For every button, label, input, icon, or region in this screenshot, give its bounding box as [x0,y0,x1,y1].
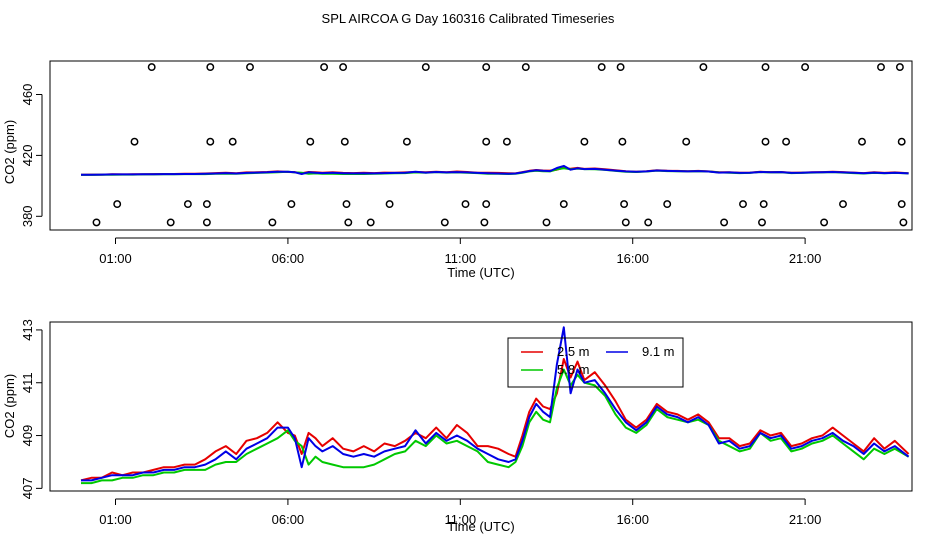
top-flag-point [758,218,766,227]
top-series-9-1m-line [81,164,909,176]
top-flag-point [720,218,729,227]
bottom-series-5-8m-line [81,368,910,485]
top-flag-point [739,200,747,209]
top-flag-point [521,63,530,72]
top-flag-point [759,200,768,209]
bottom-plot-frame [49,321,913,492]
top-x-tick-label: 06:00 [272,251,305,266]
bottom-y-axis-label: CO2 (ppm) [2,374,17,438]
top-flag-point [597,63,606,72]
top-flag-point [621,218,630,227]
legend-label-series-9-1m: 9.1 m [642,344,675,359]
chart-title: SPL AIRCOA G Day 160316 Calibrated Times… [321,11,615,26]
bottom-series-9-1m-line [81,326,910,482]
bottom-x-tick-label: 11:00 [445,512,477,527]
top-flag-point [206,137,215,146]
top-x-tick-label: 21:00 [789,251,822,266]
top-flag-point [482,137,491,146]
top-x-tick-label: 11:00 [445,251,477,266]
top-flag-point [268,218,277,227]
top-flag-point [113,200,122,209]
top-flag-point [228,137,237,146]
top-flag-point [366,218,375,227]
top-flag-point [580,137,589,146]
bottom-x-tick-label: 16:00 [616,512,649,527]
bottom-x-axis-label: Time (UTC) [447,519,514,534]
top-flag-point [616,63,625,72]
top-x-tick-label: 01:00 [99,251,132,266]
top-flag-point [644,218,653,227]
top-flag-point [339,63,348,72]
legend-label-series-5-8m: 5.8 m [557,362,590,377]
top-flag-point [440,218,449,227]
top-y-axis-label: CO2 (ppm) [2,120,17,184]
bottom-x-tick-label: 01:00 [99,512,132,527]
top-flag-point [287,200,296,209]
top-x-axis-label: Time (UTC) [447,265,514,280]
top-flag-point [899,218,908,227]
top-flag-point [482,63,491,72]
top-flag-point [482,200,491,209]
top-x-tick-label: 16:00 [616,251,649,266]
bottom-y-tick-label: 409 [20,425,35,447]
top-flag-point [206,63,215,72]
top-flag-point [895,63,904,72]
top-y-tick-label: 460 [20,84,35,106]
top-flag-point [421,63,430,72]
top-flag-point [682,137,691,146]
top-flag-point [340,137,349,146]
top-flag-point [183,200,192,209]
top-flag-point [202,200,211,209]
top-flag-point [620,200,629,209]
bottom-y-tick-label: 407 [20,478,35,500]
bottom-x-tick-label: 06:00 [272,512,305,527]
legend-label-series-2-5m: 2.5 m [557,344,590,359]
bottom-y-tick-label: 413 [20,319,35,341]
top-flag-point [618,137,627,146]
top-flag-point [166,218,175,227]
top-flag-point [480,218,489,227]
bottom-x-tick-label: 21:00 [789,512,822,527]
legend-box [507,337,684,388]
top-flag-point [202,218,211,227]
top-flag-point [461,200,470,209]
top-flag-point [858,137,866,146]
top-flag-point [385,200,394,209]
top-flag-point [782,137,791,146]
top-flag-point [402,137,411,146]
top-flag-point [897,137,906,146]
top-flag-point [344,218,353,227]
bottom-y-tick-label: 411 [20,372,35,393]
top-flag-point [897,200,906,209]
top-flag-point [801,63,810,72]
top-flag-point [761,63,770,72]
top-flag-point [820,218,829,227]
top-plot-frame [49,60,913,231]
top-flag-point [320,63,329,72]
top-flag-point [761,137,770,146]
top-flag-point [306,137,315,146]
top-flag-point [699,63,708,72]
top-flag-point [342,200,351,209]
top-flag-point [502,137,511,146]
top-flag-point [130,137,139,146]
top-flag-point [663,200,672,209]
top-flag-point [839,200,847,209]
top-flag-point [92,218,101,227]
top-y-tick-label: 380 [20,205,35,227]
bottom-series-2-5m-line [80,358,910,482]
top-y-tick-label: 420 [20,145,35,167]
top-flag-point [246,63,254,72]
top-flag-point [542,218,551,227]
top-flag-point [877,63,885,72]
top-flag-point [147,63,156,72]
top-flag-point [559,200,568,209]
